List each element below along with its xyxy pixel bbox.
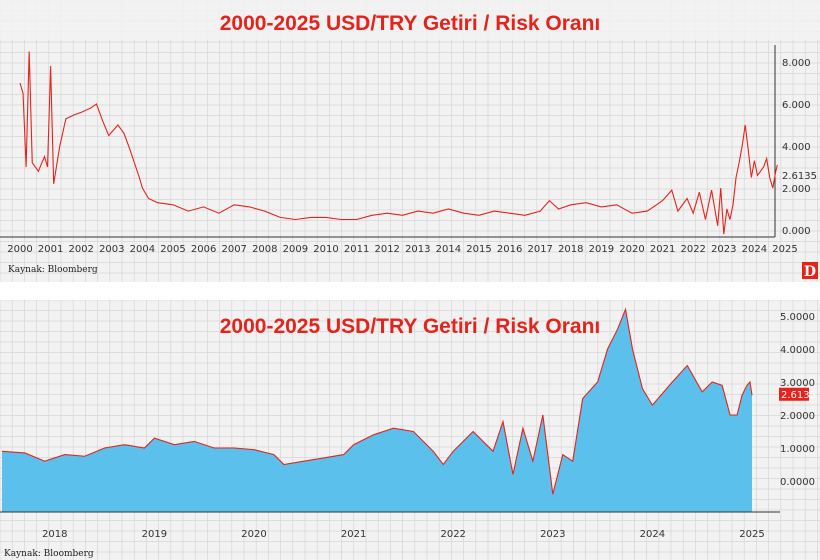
chart-title: 2000-2025 USD/TRY Getiri / Risk Oranı [220,12,601,35]
x-tick-label: 2007 [221,244,246,255]
x-tick-label: 2025 [739,529,764,540]
source-note: Kaynak: Bloomberg [8,265,98,275]
x-tick-label: 2009 [283,244,308,255]
x-tick-label: 2020 [241,529,266,540]
x-tick-label: 2025 [772,244,797,255]
x-tick-label: 2012 [374,244,399,255]
x-tick-label: 2024 [742,244,767,255]
chart-title: 2000-2025 USD/TRY Getiri / Risk Oranı [220,315,601,338]
y-tick-label: 0.000 [782,226,811,237]
logo-letter: D [804,264,816,280]
top-chart: 2000-2025 USD/TRY Getiri / Risk Oranı 0.0… [0,0,820,282]
source-note: Kaynak: Bloomberg [4,549,94,559]
x-tick-label: 2014 [436,244,461,255]
y-tick-label: 8.000 [782,58,811,69]
x-tick-label: 2011 [344,244,369,255]
series-line [19,51,778,235]
x-tick-label: 2024 [640,529,665,540]
x-tick-label: 2020 [619,244,644,255]
x-tick-label: 2003 [99,244,124,255]
x-tick-label: 2021 [650,244,675,255]
y-tick-label: 6.000 [782,100,811,111]
last-value-label: 2.6135 [781,390,816,401]
x-tick-label: 2000 [7,244,32,255]
x-tick-label: 2022 [440,529,465,540]
x-tick-label: 2004 [130,244,155,255]
x-tick-label: 2005 [160,244,185,255]
last-value-badge [779,387,809,401]
title-band [0,0,820,40]
x-tick-label: 2017 [527,244,552,255]
x-tick-label: 2019 [142,529,167,540]
last-value-label: 2.6135 [782,171,817,182]
bottom-chart: 2000-2025 USD/TRY Getiri / Risk Oranı 0.0… [0,300,820,560]
y-tick-label: 4.000 [782,142,811,153]
logo-badge [802,262,818,279]
x-tick-label: 2023 [711,244,736,255]
y-tick-label: 0.0000 [780,477,815,488]
x-tick-label: 2022 [680,244,705,255]
x-tick-label: 2016 [497,244,522,255]
x-tick-label: 2018 [558,244,583,255]
x-tick-label: 2001 [38,244,63,255]
x-tick-label: 2021 [341,529,366,540]
y-tick-label: 1.0000 [780,444,815,455]
x-tick-label: 2008 [252,244,277,255]
x-tick-label: 2013 [405,244,430,255]
x-tick-label: 2019 [589,244,614,255]
x-tick-label: 2002 [68,244,93,255]
y-tick-label: 5.0000 [780,312,815,323]
x-tick-label: 2010 [313,244,338,255]
y-tick-label: 4.0000 [780,345,815,356]
y-tick-label: 2.0000 [780,411,815,422]
x-tick-label: 2018 [42,529,67,540]
series-area [2,309,752,512]
x-tick-label: 2023 [540,529,565,540]
x-tick-label: 2006 [191,244,216,255]
y-tick-label: 3.0000 [780,378,815,389]
y-tick-label: 2.000 [782,184,811,195]
x-tick-label: 2015 [466,244,491,255]
